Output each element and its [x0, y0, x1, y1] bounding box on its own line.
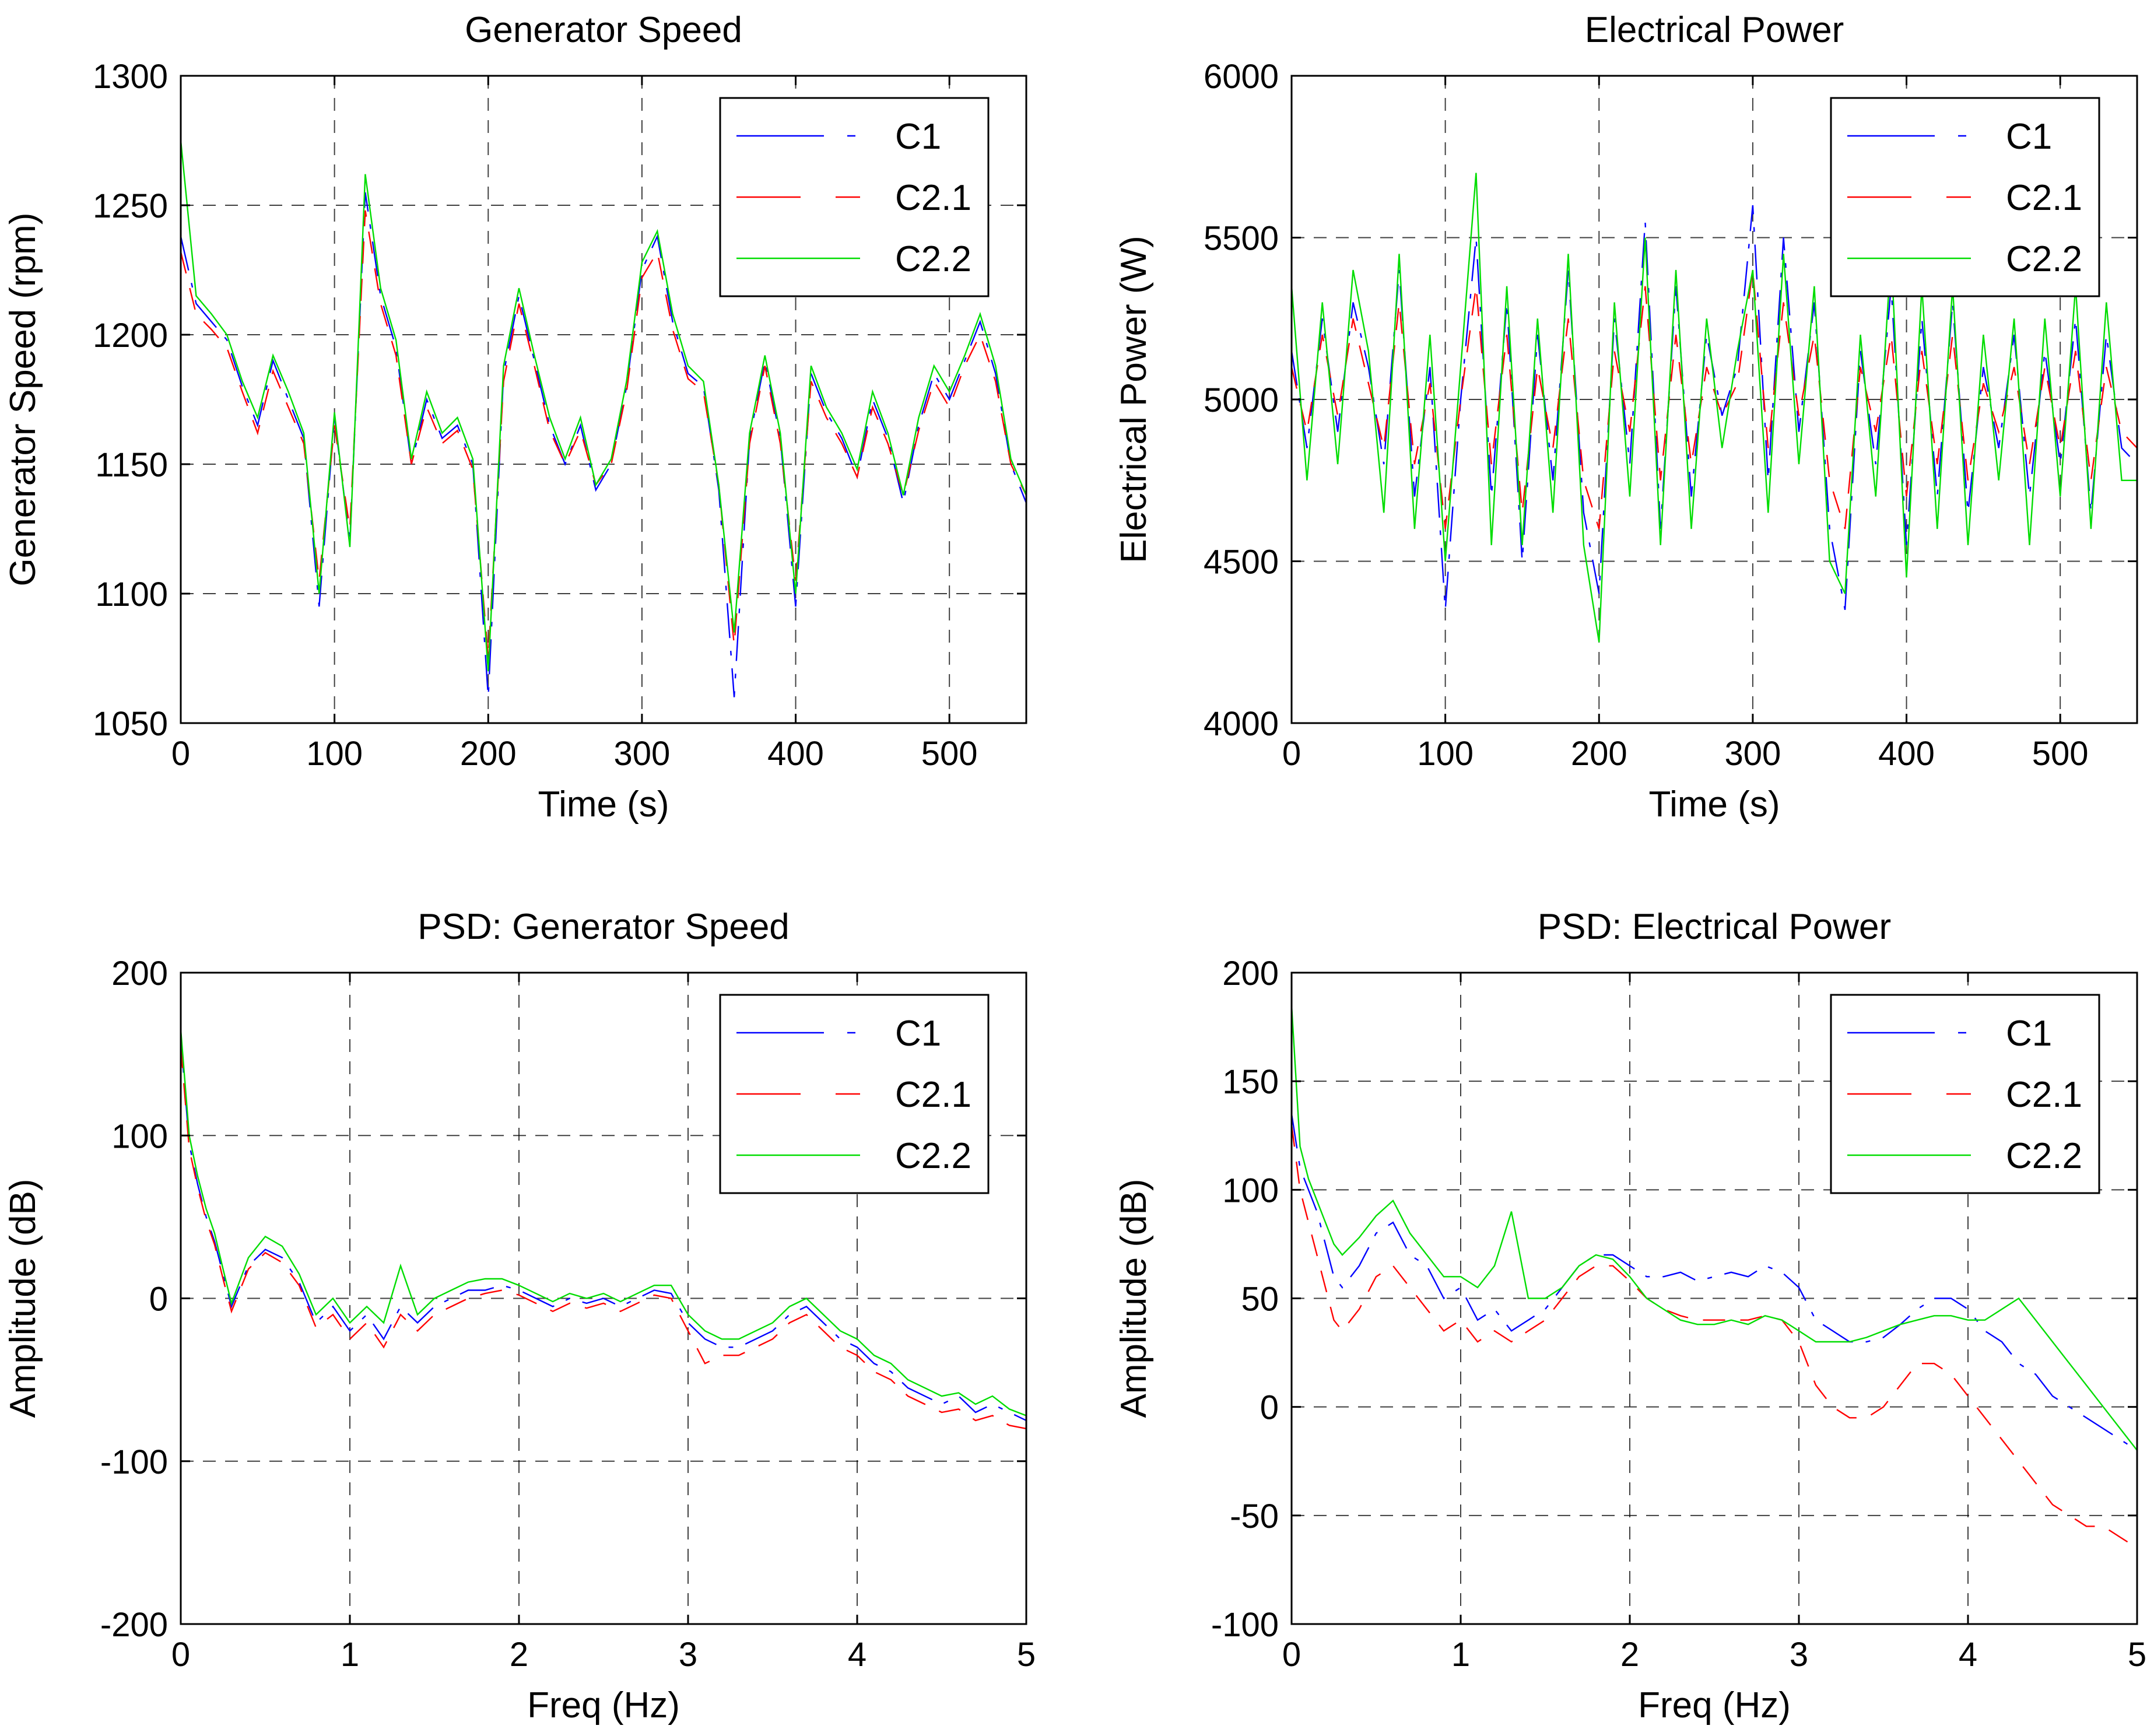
y-tick-label: 100 — [1222, 1172, 1279, 1209]
x-tick-label: 200 — [1571, 735, 1627, 773]
x-tick-label: 400 — [1878, 735, 1935, 773]
y-axis-label: Amplitude (dB) — [1114, 1179, 1154, 1418]
legend: C1 C2.1 C2.2 — [719, 994, 990, 1194]
legend-label: C1 — [2006, 117, 2052, 157]
chart-title: PSD: Generator Speed — [418, 907, 790, 947]
x-tick-label: 3 — [1790, 1636, 1808, 1674]
x-axis-label: Freq (Hz) — [1638, 1685, 1791, 1726]
legend-label: C2.1 — [2006, 1075, 2082, 1115]
y-tick-label: -200 — [100, 1606, 168, 1644]
legend-label: C2.1 — [895, 178, 971, 218]
x-tick-label: 1 — [341, 1636, 359, 1674]
x-tick-label: 4 — [848, 1636, 866, 1674]
series-line-c2-2 — [1290, 1005, 2138, 1451]
y-tick-label: 1200 — [93, 317, 168, 355]
legend: C1 C2.1 C2.2 — [1830, 994, 2100, 1194]
y-tick-label: 1150 — [95, 446, 168, 484]
y-tick-label: 200 — [1222, 955, 1279, 992]
legend-label: C1 — [895, 1013, 941, 1054]
y-tick-label: -100 — [100, 1443, 168, 1481]
series-line-c2-1 — [180, 1046, 1027, 1430]
legend-label: C2.2 — [895, 1136, 971, 1176]
legend-label: C2.1 — [895, 1075, 971, 1115]
chart-1: 0 100 200 300 400 500 1050 1100 1150 1200 1250 1300… — [3, 10, 1027, 825]
series-line-c1 — [1290, 205, 2138, 611]
x-tick-label: 300 — [1725, 735, 1781, 773]
x-tick-label: 2 — [1620, 1636, 1639, 1674]
legend-label: C2.1 — [2006, 178, 2082, 218]
y-tick-label: 1100 — [95, 576, 168, 613]
y-tick-label: 4000 — [1204, 705, 1279, 743]
x-tick-label: 200 — [460, 735, 517, 773]
legend-label: C2.2 — [2006, 1136, 2082, 1176]
x-tick-label: 5 — [2128, 1636, 2146, 1674]
x-tick-label: 0 — [1282, 1636, 1301, 1674]
y-axis-label: Amplitude (dB) — [3, 1179, 43, 1418]
y-tick-label: 100 — [111, 1117, 168, 1155]
chart-4: 0 1 2 3 4 5 -100 -50 0 50 100 150 200 PSD: Electrical… — [1114, 907, 2146, 1726]
series-line-c2-2 — [180, 140, 1027, 672]
chart-3: 0 1 2 3 4 5 -200 -100 0 100 200 PSD: Generator Spee… — [3, 907, 1036, 1726]
legend: C1 C2.1 C2.2 — [719, 97, 990, 297]
y-axis-label: Electrical Power (W) — [1114, 236, 1154, 563]
x-axis-label: Time (s) — [538, 784, 669, 825]
x-tick-label: 3 — [679, 1636, 697, 1674]
series-line-c1 — [180, 192, 1027, 697]
x-tick-label: 400 — [767, 735, 824, 773]
series-line-c2-1 — [180, 210, 1027, 659]
series-line-c2-1 — [1290, 1124, 2138, 1549]
legend-label: C1 — [2006, 1013, 2052, 1054]
x-tick-label: 500 — [2032, 735, 2089, 773]
y-axis-label: Generator Speed (rpm) — [3, 213, 43, 587]
x-tick-label: 0 — [1282, 735, 1301, 773]
y-tick-label: 4500 — [1204, 543, 1279, 581]
x-tick-label: 4 — [1959, 1636, 1977, 1674]
chart-2: 0 100 200 300 400 500 4000 4500 5000 5500 6000 Elec… — [1114, 10, 2138, 825]
y-tick-label: -100 — [1211, 1606, 1279, 1644]
x-tick-label: 1 — [1451, 1636, 1470, 1674]
series-line-c1 — [1290, 1113, 2138, 1451]
chart-title: PSD: Electrical Power — [1538, 907, 1891, 947]
x-tick-label: 0 — [171, 1636, 190, 1674]
x-tick-label: 300 — [614, 735, 671, 773]
y-tick-label: 1050 — [93, 705, 168, 743]
series-line-c2-2 — [1290, 173, 2137, 643]
legend-label: C2.2 — [2006, 239, 2082, 279]
y-tick-label: 1250 — [93, 187, 168, 225]
y-tick-label: -50 — [1230, 1497, 1279, 1535]
x-tick-label: 0 — [171, 735, 190, 773]
series-line-c1 — [180, 1037, 1027, 1421]
y-tick-label: 5000 — [1204, 381, 1279, 419]
x-tick-label: 500 — [921, 735, 978, 773]
y-tick-label: 150 — [1222, 1063, 1279, 1101]
y-tick-label: 200 — [111, 955, 168, 992]
y-tick-label: 1300 — [93, 58, 168, 96]
plot-frame — [180, 75, 1027, 724]
legend-label: C2.2 — [895, 239, 971, 279]
y-tick-label: 50 — [1241, 1281, 1279, 1318]
x-tick-label: 2 — [510, 1636, 528, 1674]
x-axis-label: Freq (Hz) — [527, 1685, 680, 1726]
legend-label: C1 — [895, 117, 941, 157]
x-axis-label: Time (s) — [1649, 784, 1780, 825]
y-tick-label: 5500 — [1204, 220, 1279, 258]
chart-title: Electrical Power — [1585, 10, 1844, 50]
legend: C1 C2.1 C2.2 — [1830, 97, 2100, 297]
series-line-c2-2 — [180, 1029, 1027, 1416]
y-tick-label: 0 — [1260, 1389, 1279, 1427]
y-tick-label: 0 — [149, 1281, 168, 1318]
series-line-c2-1 — [1290, 269, 2138, 529]
y-tick-label: 6000 — [1204, 58, 1279, 96]
x-tick-label: 100 — [306, 735, 363, 773]
x-tick-label: 5 — [1017, 1636, 1036, 1674]
chart-title: Generator Speed — [465, 10, 742, 50]
x-tick-label: 100 — [1417, 735, 1474, 773]
